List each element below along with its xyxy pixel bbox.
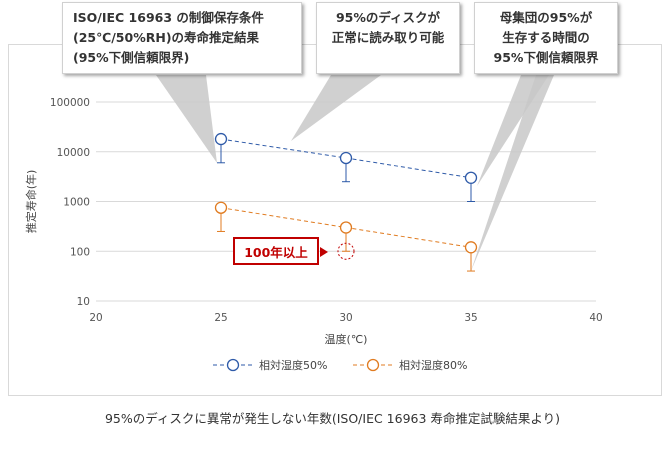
data-point (464, 241, 478, 254)
data-point (214, 201, 228, 214)
x-tick-label: 25 (214, 312, 227, 324)
data-point (464, 171, 478, 184)
y-tick-label: 10000 (57, 147, 90, 159)
figure-caption: 95%のディスクに異常が発生しない年数(ISO/IEC 16963 寿命推定試験… (104, 411, 561, 426)
legend-swatch-marker (226, 358, 240, 372)
y-tick-label: 1000 (63, 197, 90, 209)
y-tick-label: 100000 (50, 97, 90, 109)
annotation-marker (337, 242, 355, 260)
callout-pointer (156, 75, 217, 163)
x-tick-label: 35 (464, 312, 477, 324)
chart-plot: 10 100 1000 10000 100000 20 25 30 35 40 温度(℃) 推定寿命(… (24, 75, 603, 372)
callout-readable: 95%のディスクが 正常に読み取り可能 (316, 2, 460, 74)
callout-pointer (291, 75, 381, 141)
chart-frame: 10 100 1000 10000 100000 20 25 30 35 40 温度(℃) 推定寿命(… (8, 44, 662, 396)
legend-label: 相対湿度80% (399, 358, 467, 372)
data-point (339, 151, 353, 165)
y-tick-label: 100 (70, 246, 90, 258)
annotation-100-years: 100年以上 (233, 237, 319, 265)
callout-line: 正常に読み取り可能 (331, 30, 445, 45)
data-point (214, 132, 228, 146)
callout-line: (95%下側信頼限界) (73, 50, 190, 65)
x-tick-label: 40 (589, 312, 602, 324)
y-tick-label: 10 (77, 296, 90, 308)
x-tick-label: 20 (89, 312, 102, 324)
callout-iso-result: ISO/IEC 16963 の制御保存条件 (25℃/50%RH)の寿命推定結果… (62, 2, 302, 74)
callout-pointer (471, 75, 554, 271)
y-axis-title: 推定寿命(年) (24, 170, 38, 234)
callout-line: (25℃/50%RH)の寿命推定結果 (73, 30, 260, 45)
callout-line: 95%下側信頼限界 (493, 50, 599, 65)
x-tick-label: 30 (339, 312, 352, 324)
legend-label: 相対湿度50% (259, 358, 327, 372)
callout-line: 母集団の95%が (499, 10, 593, 25)
callout-line: 生存する時間の (502, 30, 590, 45)
annotation-label: 100年以上 (244, 244, 308, 260)
data-point (339, 221, 353, 234)
callout-line: 95%のディスクが (335, 10, 441, 25)
callout-confidence: 母集団の95%が 生存する時間の 95%下側信頼限界 (474, 2, 618, 74)
legend-swatch-marker (366, 358, 380, 372)
annotation-pointer (320, 247, 328, 257)
x-axis-title: 温度(℃) (325, 332, 368, 346)
callout-line: ISO/IEC 16963 の制御保存条件 (73, 10, 264, 25)
